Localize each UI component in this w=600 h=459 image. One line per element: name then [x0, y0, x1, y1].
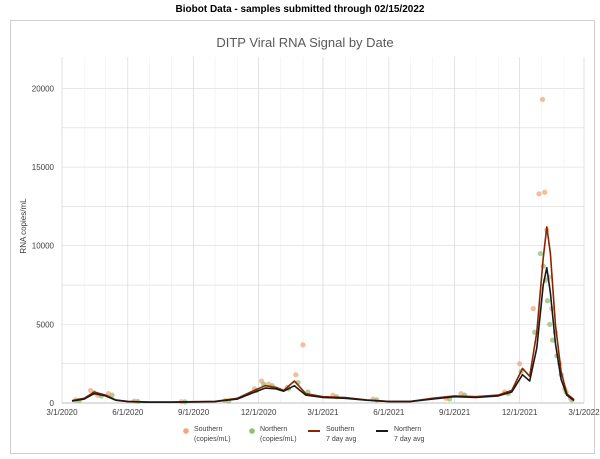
legend-sublabel: (copies/mL)	[194, 436, 231, 443]
northern-point	[549, 337, 556, 343]
y-tick-label: 10000	[32, 242, 55, 251]
y-ticks: 0 5000 10000 15000 20000	[32, 84, 55, 408]
chart-title: DITP Viral RNA Signal by Date	[216, 35, 393, 50]
grid	[61, 57, 585, 404]
legend-label: Southern	[194, 426, 223, 433]
x-tick-label: 6/1/2021	[373, 408, 405, 417]
southern-point	[536, 191, 542, 197]
y-axis-label: RNA copies/mL	[19, 198, 28, 254]
x-tick-label: 12/1/2021	[502, 408, 538, 417]
y-tick-label: 20000	[32, 84, 55, 93]
legend-marker	[183, 428, 189, 434]
x-tick-label: 12/1/2020	[241, 408, 277, 417]
northern-point	[544, 298, 551, 304]
y-tick-label: 15000	[32, 163, 55, 172]
x-tick-label: 3/1/2020	[46, 408, 78, 417]
y-tick-label: 0	[50, 399, 55, 408]
x-tick-label: 9/1/2020	[178, 408, 210, 417]
legend-marker	[249, 428, 255, 434]
legend-sublabel: 7 day avg	[394, 436, 424, 443]
legend-label: Southern	[326, 426, 355, 433]
x-tick-label: 3/1/2022	[568, 408, 600, 417]
northern-point	[547, 321, 553, 327]
x-tick-label: 9/1/2021	[439, 408, 471, 417]
legend-sublabel: 7 day avg	[326, 436, 356, 443]
chart-frame	[10, 20, 595, 454]
southern-point	[530, 306, 536, 312]
northern-point	[537, 250, 543, 257]
southern-point	[300, 342, 306, 348]
legend-sublabel: (copies/mL)	[260, 436, 297, 443]
page-header: Biobot Data - samples submitted through …	[175, 4, 425, 15]
northern-avg-line	[71, 266, 575, 404]
x-tick-label: 6/1/2020	[112, 408, 144, 417]
legend-label: Northern	[394, 426, 421, 433]
avg-lines	[71, 226, 575, 404]
data-points	[72, 96, 575, 405]
y-tick-label: 5000	[36, 320, 54, 329]
southern-point	[293, 372, 299, 378]
southern-point	[539, 96, 546, 103]
southern-point	[542, 189, 548, 195]
x-tick-label: 3/1/2021	[307, 408, 339, 417]
x-ticks: 3/1/2020 6/1/2020 9/1/2020 12/1/2020 3/1/202…	[46, 408, 600, 417]
southern-point	[517, 361, 523, 367]
legend-label: Northern	[260, 426, 287, 433]
northern-point	[109, 392, 115, 398]
legend: Southern (copies/mL) Northern (copies/mL) So…	[183, 426, 424, 443]
